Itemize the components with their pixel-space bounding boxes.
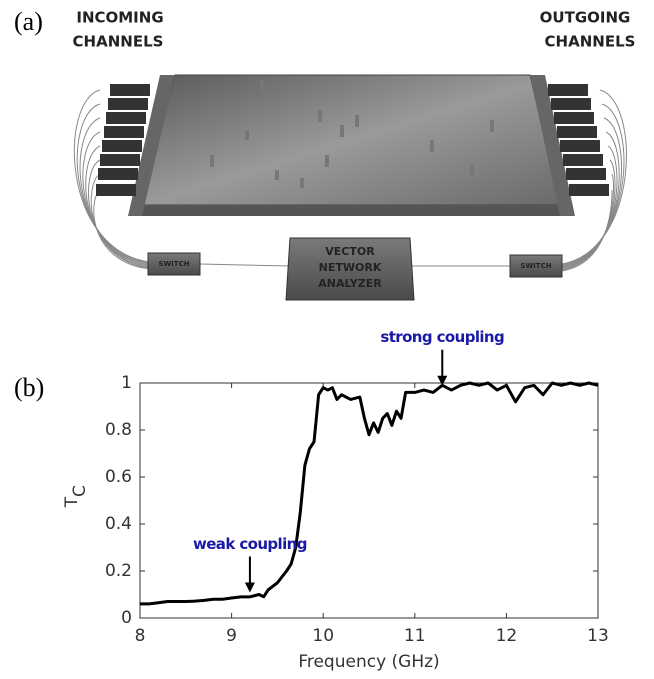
annotation-arrowhead xyxy=(437,375,448,386)
incoming-label: CHANNELS xyxy=(73,33,164,51)
annotation: strong coupling xyxy=(380,328,504,346)
panel-label: (b) xyxy=(14,373,44,402)
y-tick-label: 0.6 xyxy=(105,467,132,487)
analyzer-label: NETWORK xyxy=(319,261,382,274)
analyzer-label: ANALYZER xyxy=(318,277,382,290)
y-tick-label: 0.8 xyxy=(105,420,132,440)
incoming-label: INCOMING xyxy=(76,9,163,27)
annotation: weak coupling xyxy=(193,535,307,553)
y-tick-label: 1 xyxy=(121,373,132,393)
switch-label: SWITCH xyxy=(158,260,189,268)
x-tick-label: 10 xyxy=(312,626,334,646)
x-tick-label: 11 xyxy=(404,626,426,646)
analyzer-label: VECTOR xyxy=(325,245,375,258)
apparatus: SWITCH SWITCH VECTOR NETWORK ANALYZER xyxy=(73,74,627,301)
plot-frame xyxy=(139,382,599,619)
x-axis-label: Frequency (GHz) xyxy=(298,652,439,672)
panel-label: (a) xyxy=(14,7,43,36)
y-axis-label-sub: C xyxy=(70,485,90,497)
chart: 8 9 10 11 12 13 0 0.2 0.4 0.6 0.8 1 Frequency (GHz) T… xyxy=(62,328,609,672)
annotation-arrowhead xyxy=(244,582,255,593)
y-tick-label: 0.2 xyxy=(105,561,132,581)
y-tick-label: 0.4 xyxy=(105,514,132,534)
outgoing-label: OUTGOING xyxy=(540,9,631,27)
x-tick-label: 13 xyxy=(587,626,609,646)
data-line xyxy=(140,381,599,606)
y-tick-label: 0 xyxy=(121,608,132,628)
outgoing-label: CHANNELS xyxy=(545,33,636,51)
x-tick-label: 9 xyxy=(226,626,237,646)
x-tick-label: 12 xyxy=(496,626,518,646)
switch-label: SWITCH xyxy=(520,262,551,270)
y-axis-label: T xyxy=(62,496,82,508)
x-tick-label: 8 xyxy=(135,626,146,646)
